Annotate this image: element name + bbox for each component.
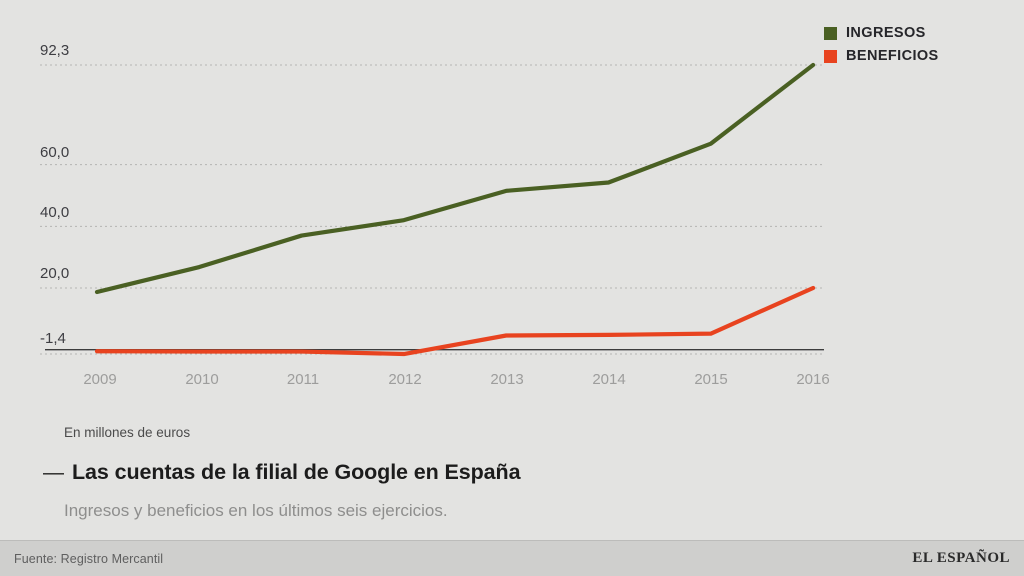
- chart-plot-area: 92,3 60,0 40,0 20,0 -1,4 2009 2010 2011 …: [40, 42, 830, 388]
- page-title: Las cuentas de la filial de Google en Es…: [72, 460, 521, 485]
- x-tick-label-2010: 2010: [185, 371, 219, 388]
- y-tick-label-3: 20,0: [40, 265, 70, 282]
- brand-logo: EL ESPAÑOL: [912, 550, 1010, 566]
- y-tick-label-0: 92,3: [40, 42, 70, 59]
- title-row: — Las cuentas de la filial de Google en …: [43, 460, 864, 485]
- square-swatch-icon: [824, 50, 837, 63]
- x-tick-label-2014: 2014: [592, 371, 626, 388]
- x-tick-label-2013: 2013: [490, 371, 524, 388]
- source-label: Fuente: Registro Mercantil: [14, 551, 164, 566]
- x-tick-label-2015: 2015: [694, 371, 728, 388]
- x-tick-label-2011: 2011: [286, 371, 320, 388]
- x-tick-label-2016: 2016: [796, 371, 830, 388]
- page-subtitle: Ingresos y beneficios en los últimos sei…: [64, 500, 448, 520]
- y-tick-label-1: 60,0: [40, 144, 70, 161]
- legend-item-beneficios: BENEFICIOS: [824, 45, 939, 68]
- chart-captions: En millones de euros — Las cuentas de la…: [43, 425, 864, 521]
- series-line-beneficios: [94, 285, 816, 357]
- title-dash-icon: —: [43, 461, 64, 485]
- series-line-ingresos: [94, 62, 816, 295]
- footer-bar: Fuente: Registro Mercantil EL ESPAÑOL: [0, 540, 1024, 576]
- x-tick-label-2009: 2009: [83, 371, 117, 388]
- legend-label-beneficios: BENEFICIOS: [846, 48, 939, 65]
- square-swatch-icon: [824, 27, 837, 40]
- x-tick-label-2012: 2012: [388, 371, 422, 388]
- chart-svg: [40, 62, 824, 357]
- y-tick-label-2: 40,0: [40, 204, 70, 221]
- units-label: En millones de euros: [64, 425, 191, 440]
- y-tick-label-4: -1,4: [40, 330, 66, 347]
- legend-item-ingresos: INGRESOS: [824, 22, 939, 45]
- chart-legend: INGRESOS BENEFICIOS: [824, 22, 939, 68]
- legend-label-ingresos: INGRESOS: [846, 25, 926, 42]
